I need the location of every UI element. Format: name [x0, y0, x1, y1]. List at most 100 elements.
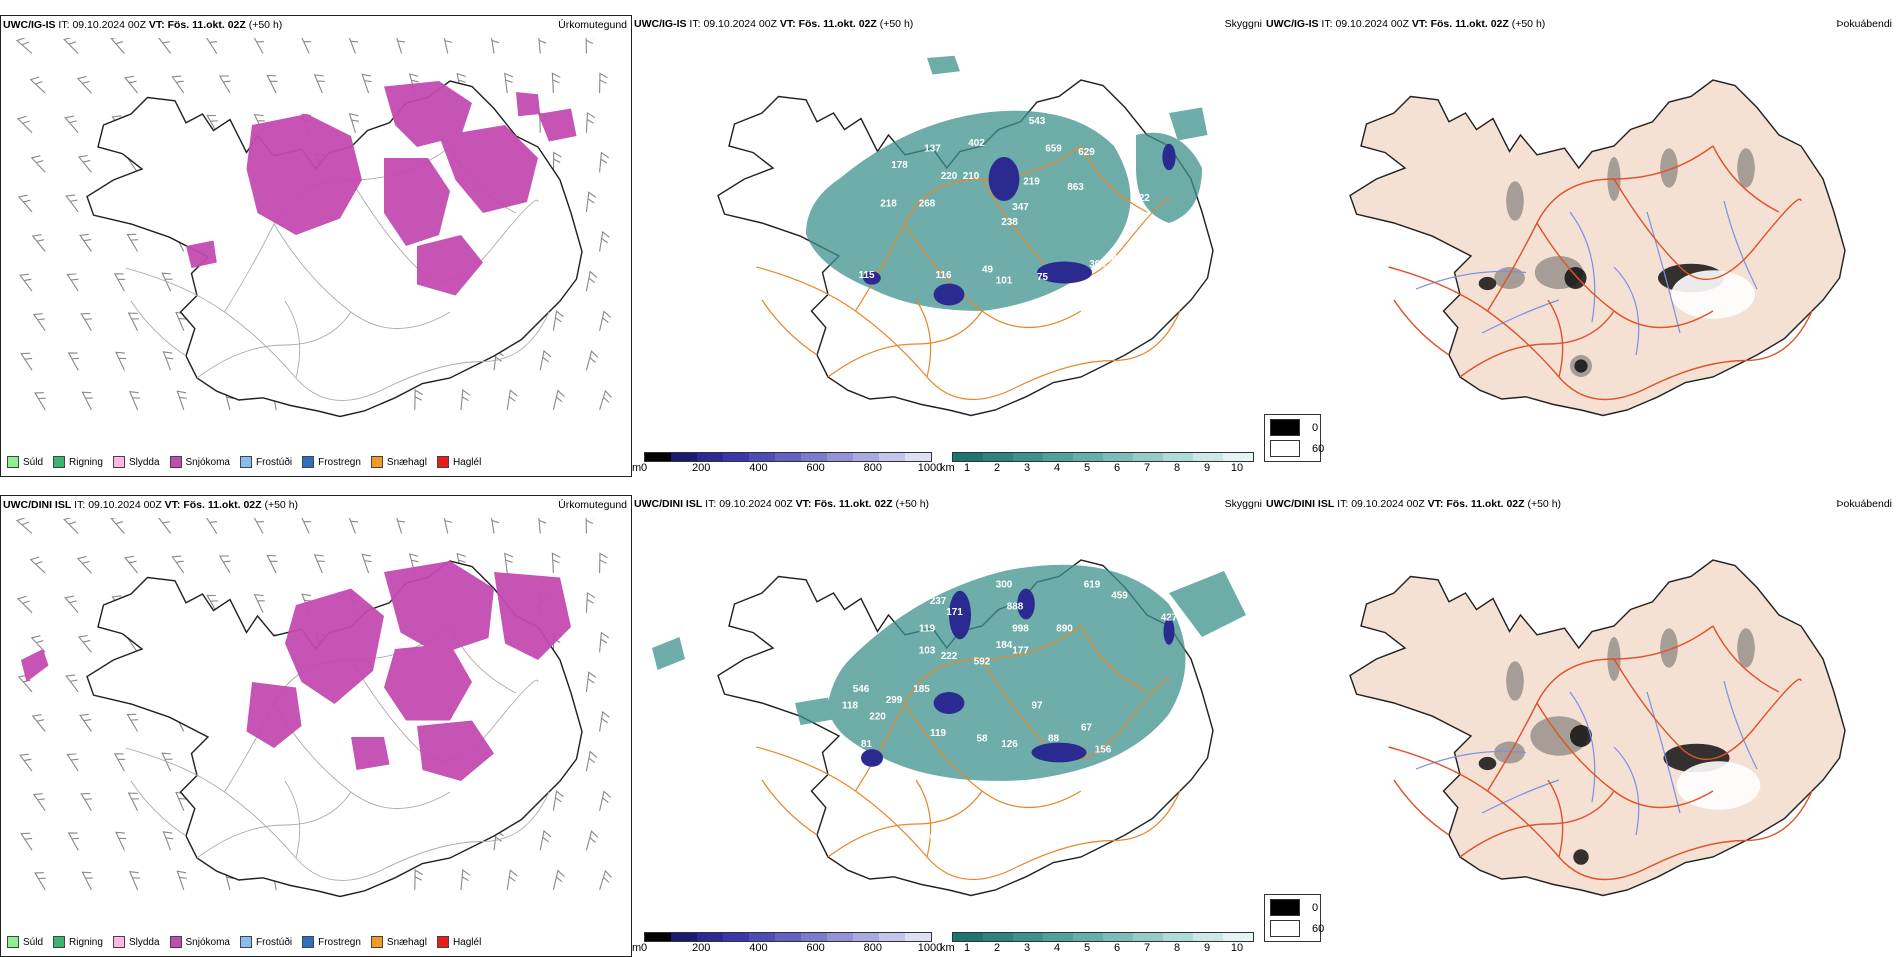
cloud-base-label: 81: [861, 739, 873, 750]
product-title: Úrkomutegund: [558, 499, 627, 511]
wind-barb: [110, 518, 125, 534]
colorbar-tick-label: 4: [1053, 942, 1061, 954]
visibility-map: 773 178 137 402 543 659 629 220 210 219 217 863 347 2…: [717, 55, 1214, 417]
product-title: Úrkomutegund: [558, 19, 627, 31]
cloud-base-label: 863: [1067, 182, 1084, 193]
height-colorbar-ticks: 0 200 400 600 800 1000: [641, 942, 942, 954]
wind-barb: [31, 234, 46, 252]
colorbar-cell: [1223, 453, 1253, 461]
wind-barb: [442, 38, 453, 54]
cloud-base-label: 84: [844, 745, 856, 756]
legend-item-frostudi: Frostúði: [239, 456, 292, 468]
product-title: Þokuábendi: [1836, 18, 1892, 30]
wind-barb: [66, 273, 79, 292]
cloud-base-label: 217: [1117, 144, 1134, 155]
wind-barb: [81, 391, 93, 411]
wind-barb: [128, 391, 140, 411]
colorbar-cell: [853, 933, 879, 941]
wind-barb: [552, 389, 565, 411]
legend-item-snjokoma: Snjókoma: [169, 456, 230, 468]
colorbar-cell: [775, 933, 801, 941]
wind-barb: [77, 634, 92, 653]
cloud-base-label: 58: [976, 734, 988, 745]
wind-barb: [347, 38, 359, 54]
wind-barb: [599, 631, 609, 653]
wind-barb: [161, 752, 173, 772]
panel-fog-dini: UWC/DINI ISL IT: 09.10.2024 00Z VT: Fös.…: [1264, 495, 1896, 957]
wind-barb: [206, 114, 218, 133]
wind-barb: [460, 389, 471, 410]
wind-barb: [347, 518, 359, 534]
legend-item-rigning: Rigning: [53, 456, 103, 468]
colorbar-cell: [723, 453, 749, 461]
legend-item-snaehagl: Snæhagl: [370, 936, 427, 948]
wind-barb: [76, 76, 92, 94]
colorbar-cell: [983, 933, 1013, 941]
colorbar-cell: [1073, 453, 1103, 461]
wind-barb: [65, 674, 79, 693]
colorbar-tick-label: 5: [1083, 462, 1091, 474]
visibility-colorbar: km 1 2 3 4 5 6 7 8 9 10: [940, 932, 1260, 955]
colorbar-tick-label: 4: [1053, 462, 1061, 474]
colorbar-cell: [671, 453, 697, 461]
wind-barb: [80, 312, 93, 331]
colorbar-tick-label: 1000: [917, 462, 943, 474]
cloud-base-label: 220: [941, 171, 958, 182]
wind-barb: [171, 75, 185, 94]
cloud-base-label: 299: [886, 695, 903, 706]
cloud-base-label: 592: [974, 657, 991, 668]
product-title: Skyggni: [1224, 498, 1262, 510]
cloud-base-label: 88: [1048, 734, 1060, 745]
colorbar-tick-label: 1000: [917, 942, 943, 954]
cloud-base-label: 122: [1133, 193, 1150, 204]
cloud-base-label: 184: [996, 640, 1013, 651]
colorbar-cell: [697, 933, 723, 941]
wind-barb: [19, 753, 33, 772]
colorbar-cell: [1163, 933, 1193, 941]
wind-barb: [79, 713, 92, 732]
wind-barb: [442, 518, 453, 534]
colorbar-cell: [775, 453, 801, 461]
cloud-base-label: 281: [1106, 254, 1123, 265]
panel-header: UWC/DINI ISL IT: 09.10.2024 00Z VT: Fös.…: [634, 498, 930, 510]
panel-header: UWC/DINI ISL IT: 09.10.2024 00Z VT: Fös.…: [3, 499, 299, 511]
wind-barb: [585, 191, 597, 212]
height-colorbar-cells: [644, 932, 932, 942]
legend-item-frostregn: Frostregn: [302, 936, 361, 948]
colorbar-tick-label: 600: [806, 462, 825, 474]
colorbar-cell: [1073, 933, 1103, 941]
colorbar-cell: [1013, 453, 1043, 461]
wind-barb: [124, 75, 139, 94]
colorbar-tick-label: 1: [963, 462, 971, 474]
cloud-base-labels-top: 773 178 137 402 543 659 629 220 210 219 217 863 347 2…: [831, 116, 1151, 298]
panel-precip-type-dini: UWC/DINI ISL IT: 09.10.2024 00Z VT: Fös.…: [0, 495, 632, 957]
colorbar-cell: [879, 933, 905, 941]
cloud-base-label: 773: [853, 144, 870, 155]
wind-barb: [361, 553, 372, 574]
colorbar-tick-label: 10: [1230, 462, 1244, 474]
wind-barb: [552, 869, 565, 891]
cloud-base-label: 629: [1078, 147, 1095, 158]
wind-barb: [599, 230, 610, 252]
cloud-base-label: 101: [996, 276, 1013, 287]
wind-barb: [266, 74, 278, 94]
cloud-base-label: 659: [1045, 144, 1062, 155]
wind-barb: [127, 312, 139, 331]
wind-barb: [585, 270, 598, 292]
wind-barb: [253, 594, 265, 613]
wind-barb: [490, 38, 500, 54]
wind-barb: [585, 38, 595, 54]
precip-legend: Súld Rigning Slydda Snjókoma Frostúði Fr…: [7, 936, 481, 948]
colorbar-tick-label: 3: [1023, 462, 1031, 474]
colorbar-cell: [749, 933, 775, 941]
panel-visibility-dini: UWC/DINI ISL IT: 09.10.2024 00Z VT: Fös.…: [632, 495, 1264, 957]
cloud-base-label: 178: [891, 160, 908, 171]
wind-barb: [552, 310, 564, 331]
colorbar-cell: [645, 453, 671, 461]
wind-barb: [408, 553, 419, 574]
wind-barb: [126, 233, 139, 252]
wind-barb: [30, 155, 46, 173]
cloud-base-label: 890: [1056, 624, 1073, 635]
cloud-base-label: 177: [1012, 646, 1029, 657]
product-title: Þokuábendi: [1836, 498, 1892, 510]
